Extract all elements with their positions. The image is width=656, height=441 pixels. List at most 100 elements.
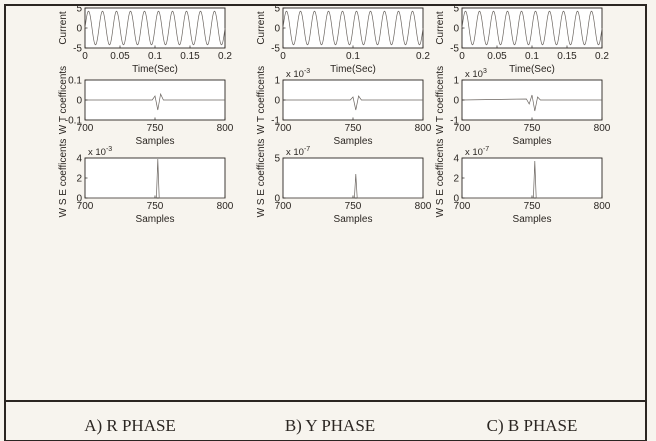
axis-exponent-power: 3 xyxy=(483,68,487,75)
x-axis-label: Samples xyxy=(334,214,373,225)
series-line xyxy=(461,10,603,46)
x-axis-label: Time(Sec) xyxy=(330,64,376,75)
x-tick-label: 0.15 xyxy=(180,51,200,62)
x-tick-label: 750 xyxy=(345,123,362,134)
x-axis-label: Samples xyxy=(136,214,175,225)
y-tick-label: 5 xyxy=(76,4,82,15)
axis-exponent-power: -3 xyxy=(106,146,112,153)
x-axis-label: Samples xyxy=(513,214,552,225)
y-tick-label: -5 xyxy=(271,44,280,55)
x-tick-label: 0.05 xyxy=(110,51,130,62)
x-axis-label: Samples xyxy=(136,136,175,147)
series-line xyxy=(85,92,225,111)
figure-border xyxy=(4,4,647,441)
x-tick-label: 0.2 xyxy=(416,51,430,62)
x-tick-label: 0.05 xyxy=(487,51,507,62)
x-tick-label: 750 xyxy=(524,201,541,212)
y-tick-label: -5 xyxy=(73,44,82,55)
y-tick-label: 4 xyxy=(76,154,82,165)
x-tick-label: 750 xyxy=(147,201,164,212)
y-axis-label: W T coefficents xyxy=(58,66,69,134)
x-tick-label: 0 xyxy=(280,51,286,62)
axis-exponent-power: -7 xyxy=(304,146,310,153)
x-tick-label: 750 xyxy=(147,123,164,134)
y-tick-label: 0 xyxy=(453,96,459,107)
x-tick-label: 700 xyxy=(454,123,471,134)
caption-b-phase: C) B PHASE xyxy=(487,416,578,435)
axis-exponent: x 103 xyxy=(465,68,487,80)
axis-exponent-power: -7 xyxy=(483,146,489,153)
x-tick-label: 0.15 xyxy=(557,51,577,62)
series-line xyxy=(282,10,424,46)
axis-exponent-power: -3 xyxy=(304,68,310,75)
caption-r-phase: A) R PHASE xyxy=(84,416,176,435)
y-tick-label: 0 xyxy=(76,96,82,107)
x-tick-label: 0.1 xyxy=(525,51,539,62)
subplot-r-wt: 700 750 800 0.1 0 -0.1 Samples W T coefficents xyxy=(58,66,234,147)
x-tick-label: 700 xyxy=(275,123,292,134)
x-tick-label: 750 xyxy=(524,123,541,134)
x-axis-label: Time(Sec) xyxy=(132,64,178,75)
y-axis-label: W S E coefficents xyxy=(256,139,267,218)
plot-frame xyxy=(282,157,424,199)
x-tick-label: 700 xyxy=(275,201,292,212)
y-tick-label: 0 xyxy=(274,24,280,35)
y-tick-label: 1 xyxy=(453,76,459,87)
y-axis-label: W S E coefficents xyxy=(435,139,446,218)
x-tick-label: 0 xyxy=(459,51,465,62)
x-tick-label: 700 xyxy=(77,123,94,134)
x-tick-label: 800 xyxy=(415,201,432,212)
y-tick-label: 1 xyxy=(274,76,280,87)
x-tick-label: 800 xyxy=(415,123,432,134)
x-axis-label: Samples xyxy=(513,136,552,147)
y-tick-label: 0 xyxy=(274,96,280,107)
series-line xyxy=(85,158,225,199)
y-tick-label: 0 xyxy=(76,194,82,205)
x-tick-label: 0 xyxy=(82,51,88,62)
x-axis-label: Time(Sec) xyxy=(509,64,555,75)
x-tick-label: 800 xyxy=(594,201,611,212)
y-tick-label: -5 xyxy=(450,44,459,55)
series-line xyxy=(283,173,423,199)
series-line xyxy=(84,10,226,46)
caption-y-phase: B) Y PHASE xyxy=(285,416,375,435)
plot-frame xyxy=(461,157,603,199)
series-line xyxy=(461,94,602,112)
y-tick-label: 2 xyxy=(453,174,459,185)
y-tick-label: 2 xyxy=(76,174,82,185)
y-tick-label: -1 xyxy=(450,116,459,127)
y-tick-label: 4 xyxy=(453,154,459,165)
y-tick-label: -1 xyxy=(271,116,280,127)
x-tick-label: 0.1 xyxy=(148,51,162,62)
y-tick-label: 5 xyxy=(453,4,459,15)
series-line xyxy=(462,160,602,199)
series-line xyxy=(283,95,423,111)
y-axis-label: Current xyxy=(58,11,69,45)
x-tick-label: 800 xyxy=(217,123,234,134)
x-tick-label: 750 xyxy=(345,201,362,212)
y-tick-label: 0 xyxy=(453,24,459,35)
y-tick-label: 0 xyxy=(76,24,82,35)
y-tick-label: 0 xyxy=(453,194,459,205)
x-tick-label: 700 xyxy=(77,201,94,212)
y-axis-label: W T coefficents xyxy=(435,66,446,134)
y-tick-label: 5 xyxy=(274,4,280,15)
y-tick-label: 0.1 xyxy=(68,76,82,87)
x-tick-label: 800 xyxy=(217,201,234,212)
y-tick-label: -0.1 xyxy=(65,116,83,127)
x-tick-label: 0.2 xyxy=(595,51,609,62)
x-tick-label: 0.1 xyxy=(346,51,360,62)
x-tick-label: 800 xyxy=(594,123,611,134)
y-tick-label: 5 xyxy=(274,154,280,165)
x-tick-label: 0.2 xyxy=(218,51,232,62)
y-axis-label: W S E coefficents xyxy=(58,139,69,218)
